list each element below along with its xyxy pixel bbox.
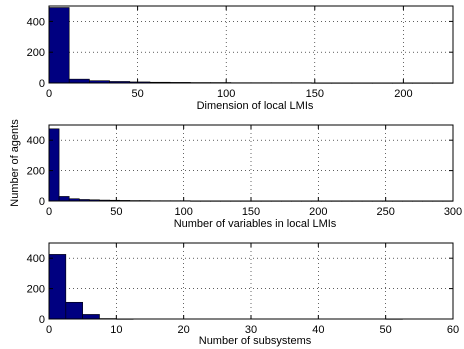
x-tick-label: 60: [447, 324, 459, 336]
x-tick-label: 0: [46, 88, 52, 100]
y-tick-label: 200: [27, 47, 45, 59]
x-tick-label: 50: [110, 206, 122, 218]
y-tick-label: 0: [39, 78, 45, 90]
x-tick-label: 0: [46, 206, 52, 218]
x-axis-label: Dimension of local LMIs: [197, 100, 314, 112]
y-tick-label: 0: [39, 196, 45, 208]
x-tick-label: 40: [312, 324, 324, 336]
histogram-panel-dimension: 0 50 100 150 200 0 200 400 Dimension of local L…: [27, 5, 454, 112]
x-tick-label: 50: [131, 88, 143, 100]
x-tick-label: 300: [444, 206, 462, 218]
histogram-bar: [68, 78, 90, 84]
y-tick-label: 200: [27, 166, 45, 178]
x-tick-label: 150: [306, 88, 324, 100]
histogram-bar: [82, 314, 100, 320]
x-tick-label: 250: [376, 206, 394, 218]
x-axis-label: Number of subsystems: [199, 335, 312, 347]
histogram-bar: [65, 301, 83, 320]
y-tick-label: 400: [27, 16, 45, 28]
histogram-bar: [48, 7, 70, 84]
histogram-bar: [48, 128, 60, 202]
x-tick-label: 150: [242, 206, 260, 218]
x-tick-label: 10: [110, 324, 122, 336]
x-tick-label: 100: [217, 88, 235, 100]
y-axis-label: Number of agents: [9, 119, 21, 207]
histogram-bar: [48, 254, 67, 320]
x-tick-label: 30: [245, 324, 257, 336]
y-tick-label: 200: [27, 284, 45, 296]
histogram-panel-subsystems: 0 10 20 30 40 50 60 0 200 400 Number of subsystem…: [27, 242, 459, 347]
y-tick-label: 400: [27, 135, 45, 147]
x-axis-label: Number of variables in local LMIs: [174, 218, 337, 230]
x-tick-label: 100: [174, 206, 192, 218]
x-tick-label: 200: [309, 206, 327, 218]
x-tick-label: 20: [178, 324, 190, 336]
histogram-panel-variables: 0 50 100 150 200 250 300 0 200 400 Number of vari…: [27, 124, 462, 230]
x-tick-label: 0: [46, 324, 52, 336]
x-tick-label: 50: [380, 324, 392, 336]
y-tick-label: 400: [27, 253, 45, 265]
histogram-bar: [58, 196, 70, 202]
x-tick-label: 200: [394, 88, 412, 100]
plot-frame: [48, 5, 454, 84]
y-tick-label: 0: [39, 314, 45, 326]
